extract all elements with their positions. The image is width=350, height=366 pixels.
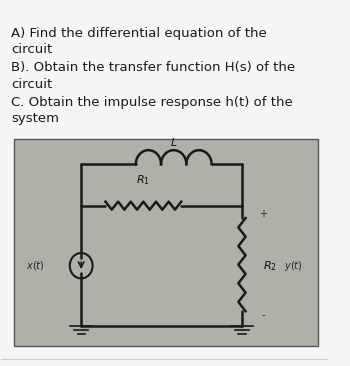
Text: circuit: circuit (11, 78, 52, 91)
Text: circuit: circuit (11, 43, 52, 56)
Text: +: + (259, 209, 267, 219)
Text: system: system (11, 112, 59, 125)
Text: $R_1$: $R_1$ (136, 173, 150, 187)
FancyBboxPatch shape (14, 139, 318, 347)
Text: $y(t)$: $y(t)$ (284, 259, 303, 273)
Text: $x(t)$: $x(t)$ (26, 259, 45, 272)
Text: C. Obtain the impulse response h(t) of the: C. Obtain the impulse response h(t) of t… (11, 96, 293, 109)
Text: A) Find the differential equation of the: A) Find the differential equation of the (11, 27, 267, 40)
Text: $R_2$: $R_2$ (263, 259, 277, 273)
Text: -: - (261, 310, 265, 320)
Text: $L$: $L$ (170, 136, 177, 148)
Text: B). Obtain the transfer function H(s) of the: B). Obtain the transfer function H(s) of… (11, 61, 295, 74)
